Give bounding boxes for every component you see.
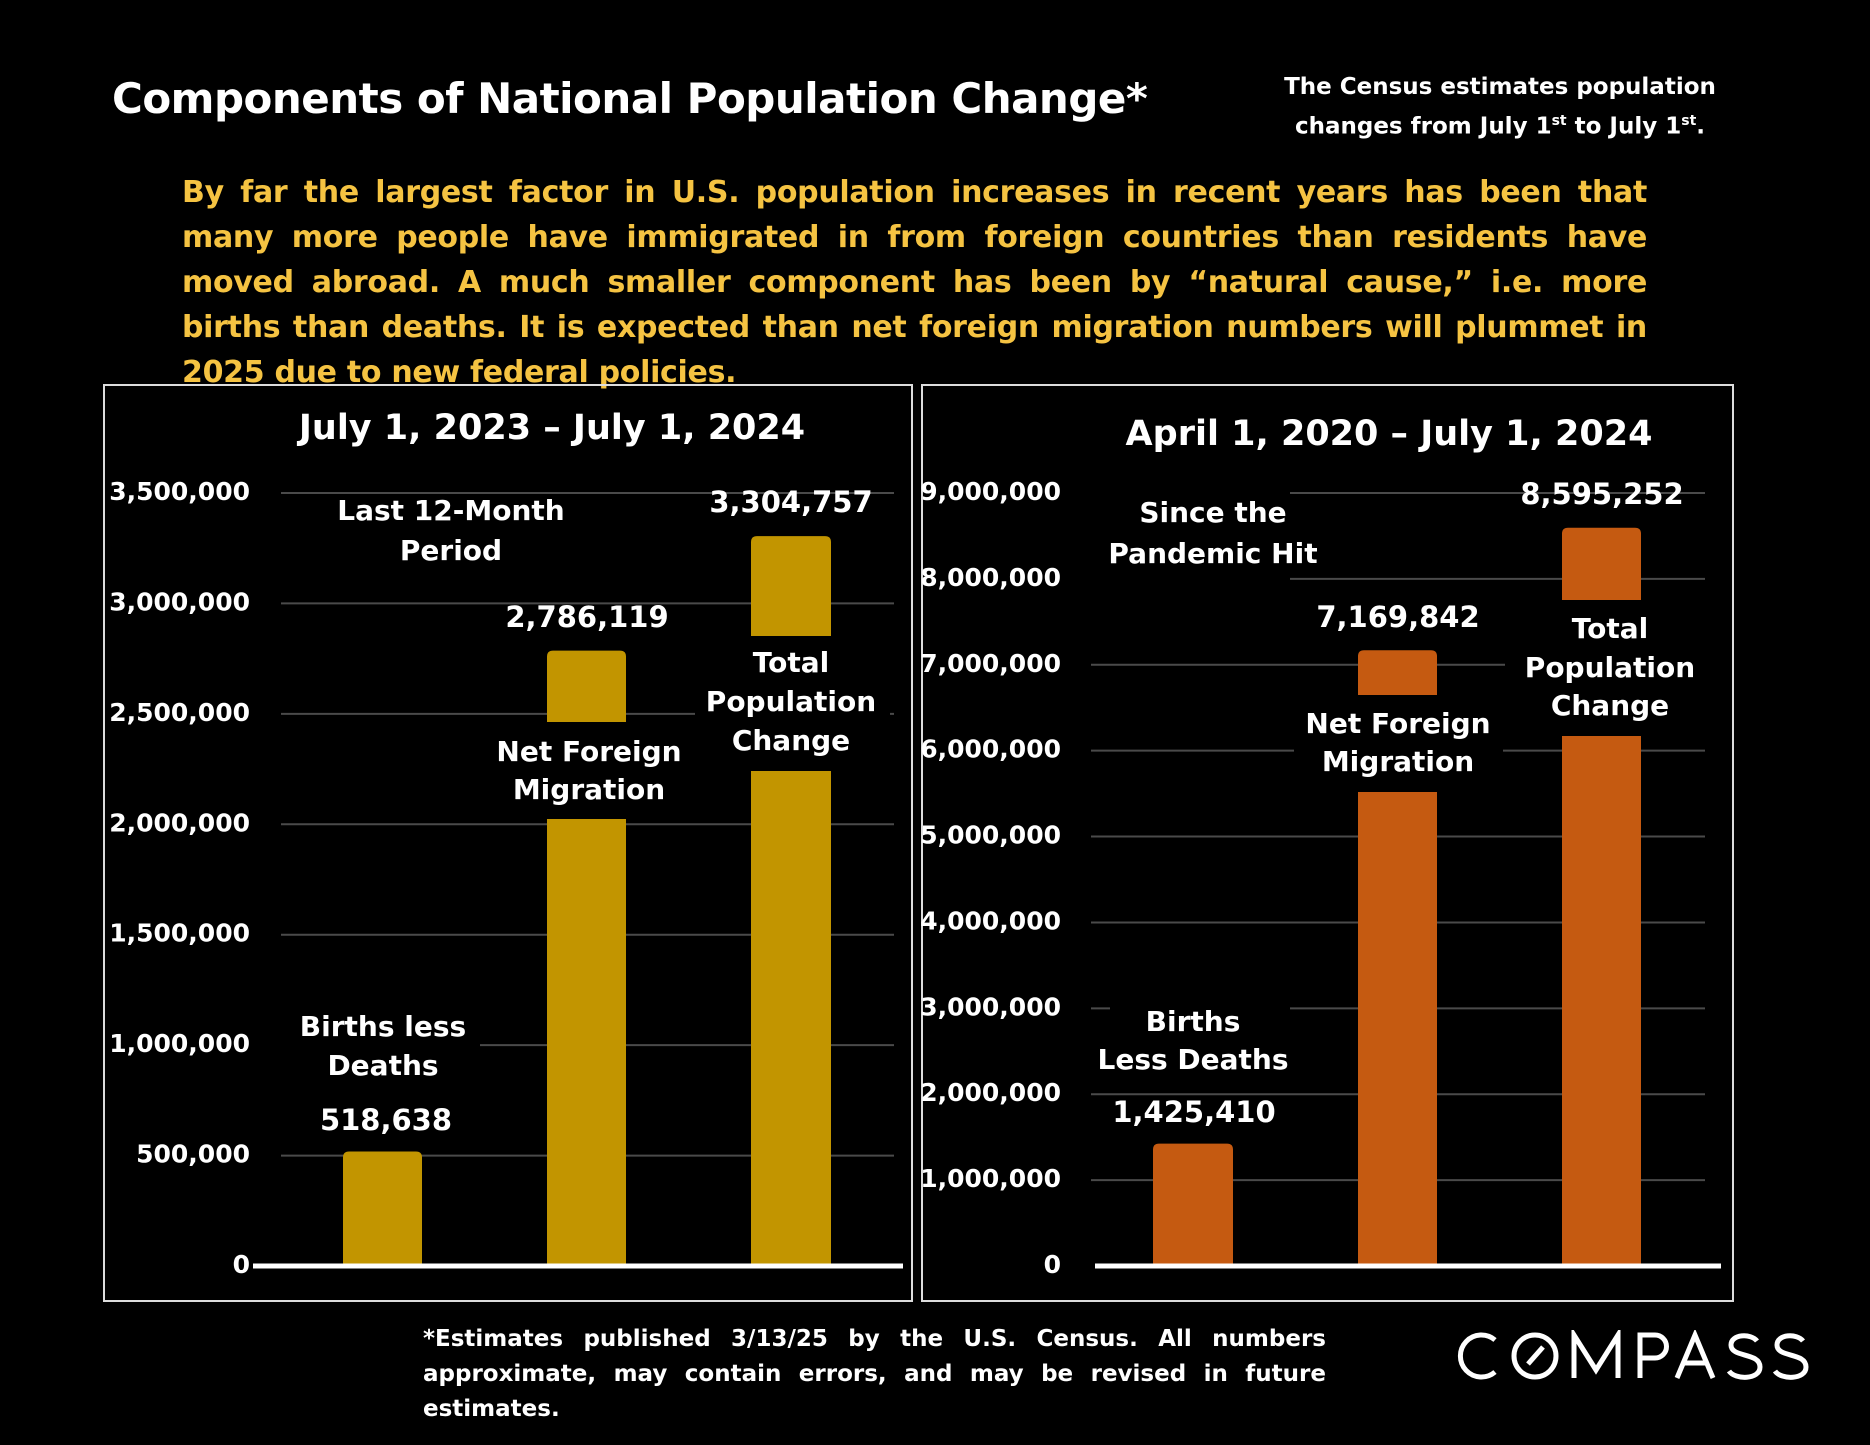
y-tick-label: 1,000,000	[109, 1029, 250, 1058]
logo-a	[1674, 1330, 1716, 1379]
logo-p	[1637, 1332, 1669, 1378]
chart-frame-right	[921, 384, 1734, 1302]
category-label: Total	[1572, 612, 1649, 645]
note-text: changes from July 1	[1294, 113, 1552, 140]
bar	[343, 1151, 422, 1266]
data-label: 518,638	[320, 1103, 452, 1137]
chart-annotation: Period	[400, 534, 502, 567]
logo-s2	[1772, 1333, 1809, 1380]
note-text: .	[1696, 113, 1706, 140]
y-tick-label: 8,000,000	[920, 563, 1061, 592]
y-tick-label: 7,000,000	[920, 649, 1061, 678]
note-text: to July 1	[1566, 113, 1682, 140]
logo-c	[1457, 1332, 1497, 1380]
note-sup: st	[1681, 113, 1697, 129]
label-background	[1110, 995, 1290, 1085]
label-background	[1091, 490, 1290, 580]
data-label: 7,169,842	[1316, 600, 1479, 634]
label-background	[280, 1000, 480, 1090]
y-tick-label: 5,000,000	[920, 821, 1061, 850]
category-label: Net Foreign	[1305, 707, 1490, 740]
logo-needle	[1526, 1345, 1545, 1366]
chart-annotation: Since the	[1139, 496, 1286, 529]
census-note-line1: The Census estimates population	[1284, 74, 1716, 100]
label-background	[510, 722, 665, 819]
category-label: Change	[1551, 689, 1669, 722]
note-sup: st	[1551, 113, 1567, 129]
y-tick-label: 500,000	[136, 1140, 250, 1169]
y-tick-label: 6,000,000	[920, 735, 1061, 764]
bar	[1153, 1143, 1233, 1266]
category-label: Change	[732, 724, 850, 757]
category-label: Births	[1146, 1005, 1241, 1038]
category-label: Net Foreign	[496, 735, 681, 768]
census-note-line2: changes from July 1st to July 1st.	[1270, 104, 1730, 144]
chart-annotation: Pandemic Hit	[1108, 537, 1317, 570]
y-tick-label: 3,000,000	[920, 992, 1061, 1021]
category-label: Less Deaths	[1097, 1043, 1288, 1076]
y-tick-label: 3,500,000	[109, 477, 250, 506]
chart-title: April 1, 2020 – July 1, 2024	[1126, 414, 1653, 454]
y-tick-label: 4,000,000	[920, 906, 1061, 935]
y-tick-label: 2,500,000	[109, 698, 250, 727]
logo-o-icon	[1511, 1332, 1559, 1380]
category-label: Population	[1525, 651, 1695, 684]
compass-logo	[1457, 1330, 1809, 1380]
category-label: Migration	[1322, 745, 1474, 778]
y-tick-label: 9,000,000	[920, 477, 1061, 506]
category-label: Population	[706, 685, 876, 718]
category-label: Births less	[300, 1010, 466, 1043]
footnote: *Estimates published 3/13/25 by the U.S.…	[423, 1326, 1326, 1422]
category-label: Deaths	[327, 1049, 438, 1082]
chart-frame-left	[103, 384, 913, 1302]
data-label: 3,304,757	[709, 485, 872, 519]
data-label: 1,425,410	[1112, 1095, 1275, 1129]
y-tick-label: 2,000,000	[109, 808, 250, 837]
chart-title: July 1, 2023 – July 1, 2024	[297, 408, 805, 448]
logo-s1	[1726, 1333, 1763, 1380]
chart-annotation: Last 12-Month	[337, 494, 564, 527]
y-tick-label: 1,000,000	[920, 1164, 1061, 1193]
bar	[1358, 650, 1437, 1266]
y-tick-label: 0	[233, 1250, 250, 1279]
data-label: 8,595,252	[1520, 477, 1683, 511]
y-tick-label: 1,500,000	[109, 919, 250, 948]
data-label: 2,786,119	[505, 600, 668, 634]
census-note: The Census estimates population changes …	[1270, 70, 1730, 144]
label-background	[1505, 600, 1717, 736]
logo-m	[1571, 1330, 1621, 1378]
category-label: Total	[753, 646, 830, 679]
y-tick-label: 2,000,000	[920, 1078, 1061, 1107]
y-tick-label: 3,000,000	[109, 587, 250, 616]
page-title: Components of National Population Change…	[112, 74, 1148, 123]
label-background	[695, 636, 890, 771]
category-label: Migration	[513, 773, 665, 806]
y-tick-label: 0	[1044, 1250, 1061, 1279]
label-background	[1294, 695, 1503, 792]
